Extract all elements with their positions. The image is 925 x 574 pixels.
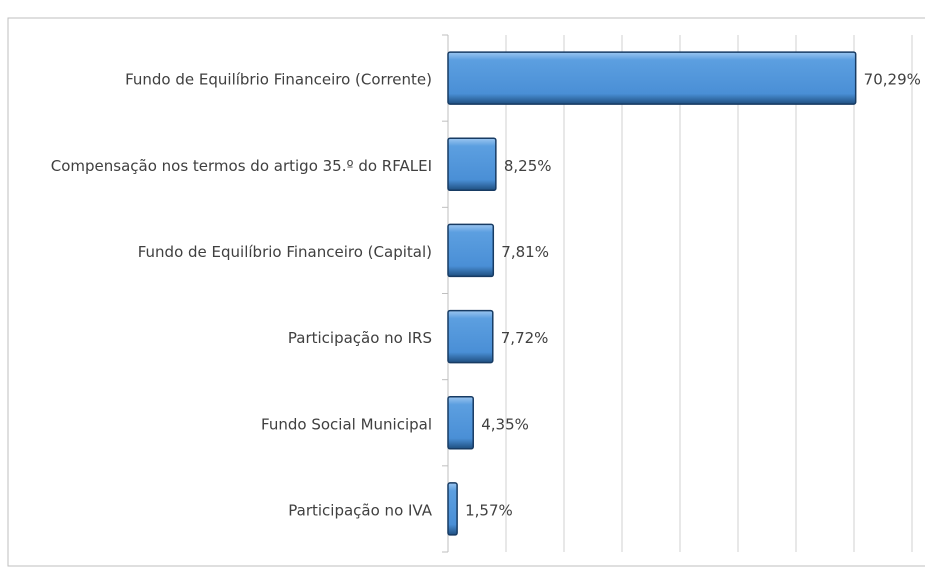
bar: [447, 309, 494, 364]
bar: [447, 137, 497, 191]
value-label: 1,57%: [465, 501, 513, 519]
chart-border: [7, 17, 925, 567]
y-tick-label: Fundo de Equilíbrio Financeiro (Capital): [138, 243, 432, 261]
bar: [447, 51, 857, 105]
value-label: 7,72%: [501, 329, 549, 347]
bar: [447, 223, 495, 278]
y-tick-label: Compensação nos termos do artigo 35.º do…: [51, 157, 432, 175]
y-tick-label: Participação no IVA: [288, 501, 432, 519]
value-label: 4,35%: [481, 415, 529, 433]
bar: [447, 396, 474, 450]
value-label: 70,29%: [864, 71, 921, 89]
value-label: 8,25%: [504, 157, 552, 175]
y-tick-label: Fundo de Equilíbrio Financeiro (Corrente…: [125, 71, 432, 89]
value-label: 7,81%: [501, 243, 549, 261]
y-tick-label: Fundo Social Municipal: [261, 415, 432, 433]
y-tick-label: Participação no IRS: [288, 329, 432, 347]
bar: [447, 482, 458, 536]
